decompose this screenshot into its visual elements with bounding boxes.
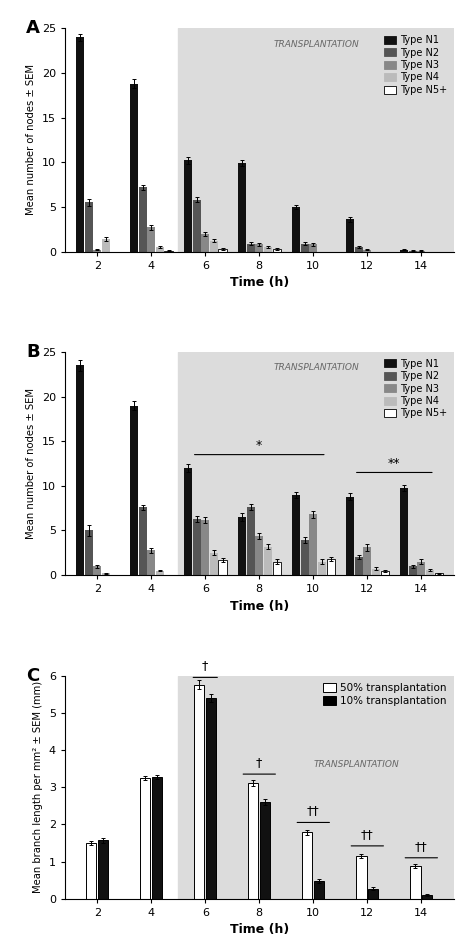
Bar xyxy=(264,547,272,575)
Bar xyxy=(193,519,200,575)
Text: †: † xyxy=(256,756,263,769)
Bar xyxy=(292,207,300,252)
Bar xyxy=(201,234,209,252)
Text: TRANSPLANTATION: TRANSPLANTATION xyxy=(273,40,359,48)
Bar xyxy=(140,778,150,899)
Bar xyxy=(292,495,300,575)
Bar xyxy=(147,551,155,575)
Bar xyxy=(318,562,326,575)
Bar xyxy=(248,783,258,899)
Bar xyxy=(300,540,309,575)
Text: TRANSPLANTATION: TRANSPLANTATION xyxy=(313,761,400,769)
Bar xyxy=(156,247,164,252)
Bar xyxy=(355,557,363,575)
Bar xyxy=(206,698,216,899)
Bar xyxy=(86,843,96,899)
Bar xyxy=(138,507,147,575)
Bar xyxy=(255,244,263,252)
Bar xyxy=(300,243,309,252)
X-axis label: Time (h): Time (h) xyxy=(230,276,289,289)
Bar xyxy=(326,559,335,575)
Bar xyxy=(98,840,108,899)
Bar xyxy=(260,802,270,899)
Bar xyxy=(178,28,463,252)
Bar xyxy=(273,249,281,252)
Bar xyxy=(219,560,226,575)
Bar xyxy=(130,406,138,575)
Y-axis label: Mean number of nodes ± SEM: Mean number of nodes ± SEM xyxy=(26,388,36,539)
X-axis label: Time (h): Time (h) xyxy=(230,923,289,937)
Y-axis label: Mean branch length per mm² ± SEM (mm): Mean branch length per mm² ± SEM (mm) xyxy=(33,681,43,893)
Bar xyxy=(422,895,432,899)
Bar xyxy=(356,856,367,899)
Bar xyxy=(193,200,200,252)
Legend: Type N1, Type N2, Type N3, Type N4, Type N5+: Type N1, Type N2, Type N3, Type N4, Type… xyxy=(382,357,449,420)
Bar xyxy=(273,562,281,575)
Text: ††: †† xyxy=(361,828,374,841)
Bar xyxy=(264,247,272,252)
Bar xyxy=(238,163,246,252)
Bar xyxy=(130,84,138,252)
Bar xyxy=(435,573,443,575)
Bar xyxy=(363,250,371,252)
Text: *: * xyxy=(256,439,263,452)
Text: C: C xyxy=(26,667,39,685)
Bar xyxy=(85,531,93,575)
Bar xyxy=(156,570,164,575)
Bar xyxy=(138,187,147,252)
Bar xyxy=(409,567,417,575)
Bar xyxy=(400,250,408,252)
Bar xyxy=(76,365,84,575)
Bar xyxy=(184,161,192,252)
Bar xyxy=(372,569,380,575)
Text: ††: †† xyxy=(415,840,428,852)
Bar xyxy=(426,569,434,575)
Bar xyxy=(346,219,354,252)
Bar xyxy=(147,227,155,252)
Bar xyxy=(152,777,163,899)
Bar xyxy=(247,243,255,252)
Bar xyxy=(302,832,313,899)
Bar xyxy=(381,570,388,575)
Bar xyxy=(210,552,218,575)
Bar xyxy=(247,507,255,575)
Bar xyxy=(85,202,93,252)
Bar xyxy=(363,548,371,575)
Bar xyxy=(255,535,263,575)
Text: †: † xyxy=(202,659,208,673)
Bar xyxy=(309,244,317,252)
Legend: 50% transplantation, 10% transplantation: 50% transplantation, 10% transplantation xyxy=(321,681,449,708)
Bar xyxy=(355,247,363,252)
Bar xyxy=(76,37,84,252)
Y-axis label: Mean number of nodes ± SEM: Mean number of nodes ± SEM xyxy=(26,64,36,216)
Bar xyxy=(184,468,192,575)
Bar xyxy=(194,685,205,899)
Legend: Type N1, Type N2, Type N3, Type N4, Type N5+: Type N1, Type N2, Type N3, Type N4, Type… xyxy=(382,33,449,96)
Bar xyxy=(178,675,463,899)
Bar xyxy=(210,241,218,252)
Text: TRANSPLANTATION: TRANSPLANTATION xyxy=(273,363,359,372)
Bar xyxy=(219,249,226,252)
Bar xyxy=(93,250,101,252)
X-axis label: Time (h): Time (h) xyxy=(230,600,289,613)
Text: B: B xyxy=(26,343,39,361)
Text: A: A xyxy=(26,20,40,38)
Bar xyxy=(201,519,209,575)
Text: **: ** xyxy=(388,457,400,470)
Bar xyxy=(238,517,246,575)
Bar xyxy=(93,567,101,575)
Bar xyxy=(368,888,378,899)
Bar xyxy=(410,867,420,899)
Text: ††: †† xyxy=(307,804,319,817)
Bar xyxy=(400,487,408,575)
Bar xyxy=(417,562,425,575)
Bar xyxy=(309,515,317,575)
Bar xyxy=(314,881,325,899)
Bar xyxy=(102,239,110,252)
Bar xyxy=(346,497,354,575)
Bar xyxy=(178,352,463,575)
Bar xyxy=(102,573,110,575)
